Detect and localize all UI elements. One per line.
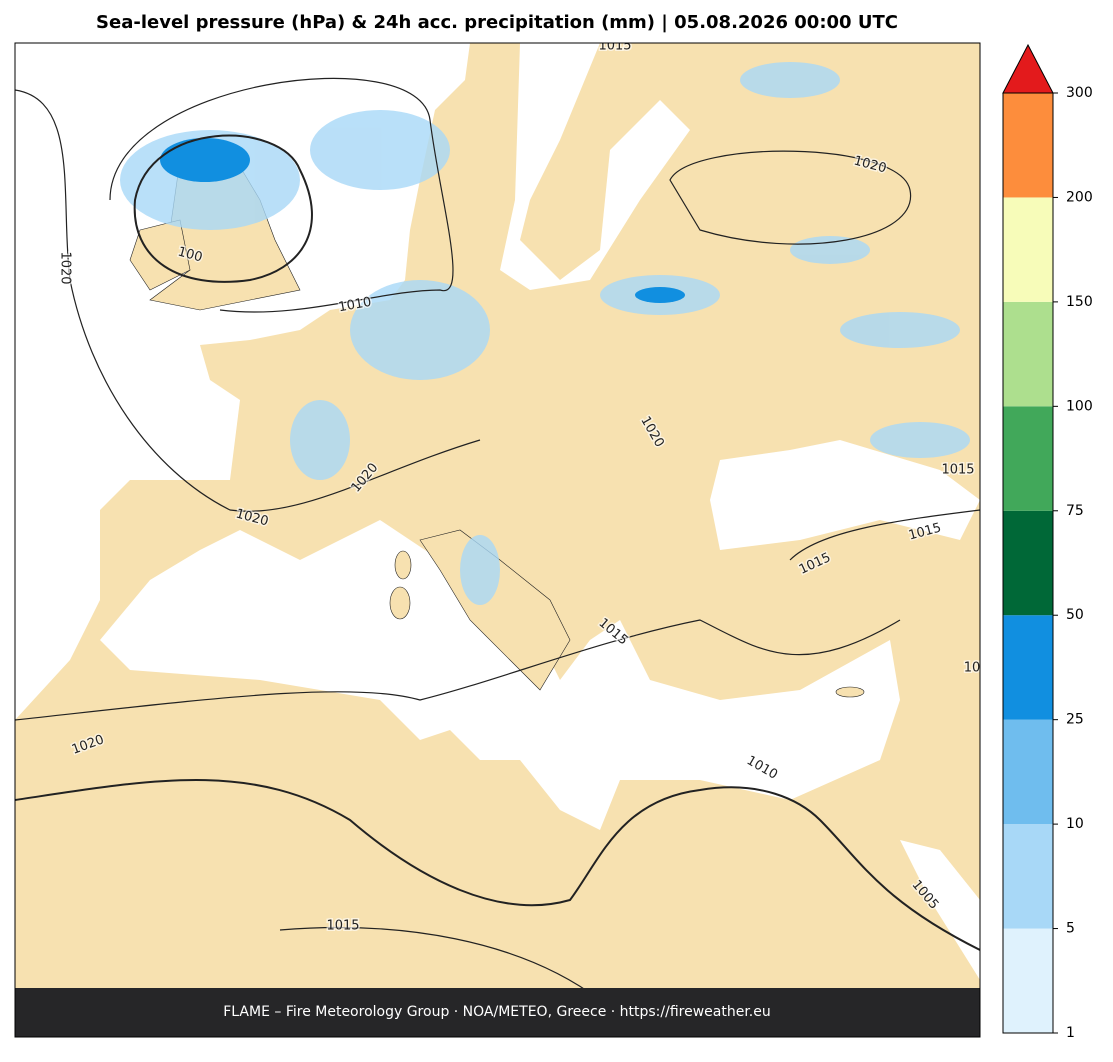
colorbar-tick-label: 100 <box>1066 398 1093 414</box>
colorbar-tick-label: 1 <box>1066 1025 1075 1041</box>
colorbar: 1 5 10 25 50 75 100 150 200 300 <box>1002 43 1093 1041</box>
colorbar-frame <box>1002 92 1054 1034</box>
precipitation-heavy <box>160 138 685 303</box>
colorbar-segment <box>1003 510 1053 616</box>
colorbar-segment <box>1003 824 1053 929</box>
footer-bar <box>15 988 980 1037</box>
colorbar-tick-label: 25 <box>1066 712 1084 728</box>
isobar-label: 1015 <box>598 39 631 54</box>
isobar-label: 1015 <box>941 463 974 478</box>
colorbar-tick-label: 150 <box>1066 294 1093 310</box>
colorbar-tick-label: 300 <box>1066 85 1093 101</box>
title: Sea-level pressure (hPa) & 24h acc. prec… <box>96 12 898 33</box>
colorbar-tick-label: 50 <box>1066 607 1084 623</box>
footer: FLAME – Fire Meteorology Group · NOA/MET… <box>223 1004 771 1020</box>
colorbar-segment <box>1003 928 1053 1033</box>
colorbar-segment <box>1003 406 1053 511</box>
colorbar-segment <box>1003 197 1053 302</box>
isobar-label: 10 <box>964 661 981 676</box>
isobar-label: 1015 <box>326 919 359 934</box>
colorbar-segment <box>1003 719 1053 825</box>
isobar-label: 1020 <box>58 251 73 284</box>
colorbar-tick-label: 75 <box>1066 503 1084 519</box>
sea <box>15 43 980 980</box>
map: 1015102010010201010102010201020101510151… <box>15 39 981 1037</box>
colorbar-extend <box>1002 43 1054 94</box>
map-frame <box>14 42 981 1038</box>
colorbar-segment <box>1003 615 1053 720</box>
colorbar-tick-label: 10 <box>1066 816 1084 832</box>
isobar-label: 1010 <box>337 295 372 316</box>
colorbar-segment <box>1003 93 1053 198</box>
colorbar-tick-label: 5 <box>1066 921 1075 937</box>
colorbar-segment <box>1003 301 1053 407</box>
colorbar-tick-label: 200 <box>1066 189 1093 205</box>
